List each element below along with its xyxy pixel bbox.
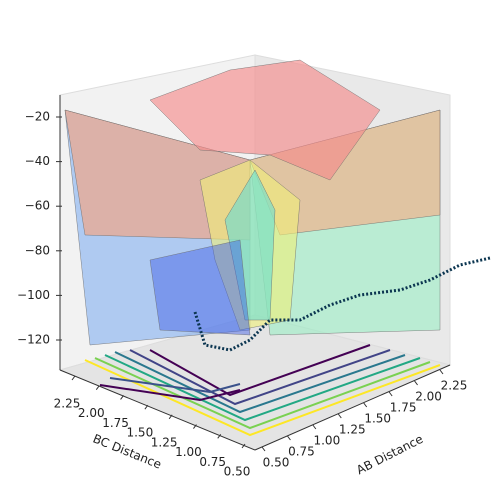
x-tick-label: 1.00 [313,434,340,448]
x-tick-label: 0.50 [263,456,290,470]
y-tick-label: 1.50 [126,426,153,440]
y-tick-label: 2.00 [78,406,105,420]
y-tick [217,433,222,439]
x-tick-label: 1.75 [390,401,417,415]
y-tick-label: 1.25 [151,435,178,449]
x-axis-label: AB Distance [354,432,425,477]
surface [64,59,441,346]
z-tick-label: −40 [25,154,50,168]
x-axis-line [254,364,451,451]
x-tick [363,402,368,408]
x-tick [337,413,342,419]
x-tick [261,446,266,452]
x-tick [414,380,418,386]
z-tick-label: −100 [17,288,50,302]
x-tick-label: 2.25 [441,379,468,393]
x-tick [312,424,317,430]
y-tick [120,395,124,400]
y-tick [95,385,100,391]
y-tick [168,414,173,420]
trajectory [193,256,491,352]
y-tick [71,375,76,381]
y-axis-line [59,369,256,451]
x-tick-label: 0.75 [288,445,315,459]
y-tick-label: 1.00 [175,445,202,459]
z-tick-label: −120 [17,333,50,347]
x-tick-label: 1.50 [364,412,391,426]
y-tick-label: 2.25 [54,397,81,411]
z-tick-label: −20 [25,110,50,124]
x-tick [388,391,393,397]
z-tick-label: −80 [25,243,50,257]
y-tick-label: 0.75 [199,455,226,469]
y-tick [241,443,246,449]
y-tick-label: 0.50 [224,465,251,479]
x-tick [287,435,291,441]
y-tick-label: 1.75 [102,416,129,430]
x-tick-label: 2.00 [415,390,442,404]
z-tick-label: −60 [25,199,50,213]
x-tick-label: 1.25 [339,423,366,437]
y-tick [144,404,149,410]
x-tick [439,369,444,375]
floor-contours [84,344,441,437]
y-tick [193,424,197,429]
